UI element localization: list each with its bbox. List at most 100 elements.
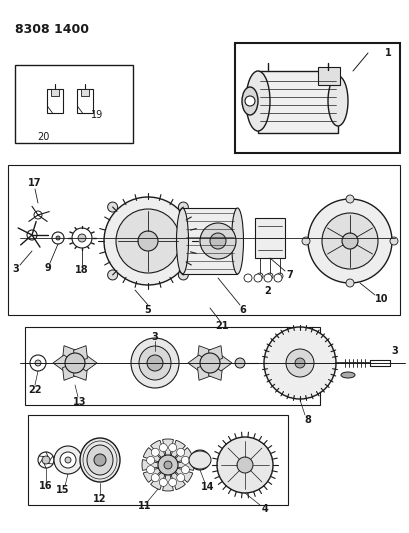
Bar <box>257 71 337 133</box>
Ellipse shape <box>340 372 354 378</box>
Circle shape <box>266 273 272 279</box>
Circle shape <box>34 211 42 219</box>
Circle shape <box>243 274 252 282</box>
Text: 18: 18 <box>75 265 89 275</box>
Circle shape <box>65 353 85 373</box>
Wedge shape <box>168 448 192 465</box>
Circle shape <box>38 452 54 468</box>
Text: 5: 5 <box>144 305 151 315</box>
Circle shape <box>146 456 154 464</box>
Text: 8: 8 <box>304 415 311 425</box>
Bar <box>47 89 63 113</box>
Circle shape <box>181 466 189 474</box>
Ellipse shape <box>231 208 243 274</box>
Circle shape <box>209 233 225 249</box>
Bar <box>28 415 287 505</box>
Circle shape <box>189 450 209 470</box>
Circle shape <box>273 274 281 282</box>
Circle shape <box>256 273 262 279</box>
Circle shape <box>234 358 245 368</box>
Polygon shape <box>63 346 76 363</box>
Circle shape <box>27 230 37 240</box>
Bar <box>254 218 284 258</box>
Bar <box>51 89 58 96</box>
Circle shape <box>345 195 353 203</box>
Bar <box>8 165 399 315</box>
Circle shape <box>65 457 71 463</box>
Text: 22: 22 <box>28 385 42 395</box>
Ellipse shape <box>245 71 270 131</box>
Ellipse shape <box>87 445 113 475</box>
Circle shape <box>178 202 188 212</box>
Bar <box>234 43 399 153</box>
Text: 2: 2 <box>264 286 271 296</box>
Text: 4: 4 <box>261 504 268 514</box>
Wedge shape <box>162 465 173 491</box>
Bar <box>182 208 237 274</box>
Bar <box>25 327 319 405</box>
Text: 14: 14 <box>201 482 214 492</box>
Polygon shape <box>73 346 87 363</box>
Circle shape <box>108 270 117 280</box>
Polygon shape <box>53 355 75 371</box>
Text: 8308 1400: 8308 1400 <box>15 23 89 36</box>
Text: 10: 10 <box>374 294 388 304</box>
Circle shape <box>30 355 46 371</box>
Circle shape <box>159 443 167 451</box>
Circle shape <box>147 355 163 371</box>
Circle shape <box>245 96 254 106</box>
Text: 17: 17 <box>28 178 42 188</box>
Polygon shape <box>197 346 211 363</box>
Circle shape <box>389 237 397 245</box>
Circle shape <box>345 279 353 287</box>
Text: 9: 9 <box>45 263 51 273</box>
Circle shape <box>72 228 92 248</box>
Circle shape <box>200 353 220 373</box>
Polygon shape <box>188 355 209 371</box>
Circle shape <box>200 223 236 259</box>
Polygon shape <box>209 355 231 371</box>
Polygon shape <box>197 363 211 381</box>
Wedge shape <box>168 459 193 471</box>
Circle shape <box>195 455 204 465</box>
Circle shape <box>146 466 154 474</box>
Text: 3: 3 <box>151 332 158 342</box>
Wedge shape <box>162 439 173 465</box>
Circle shape <box>42 456 50 464</box>
Text: 19: 19 <box>91 110 103 120</box>
Polygon shape <box>208 363 222 381</box>
Bar <box>77 89 92 113</box>
Text: 6: 6 <box>239 305 246 315</box>
Ellipse shape <box>327 76 347 126</box>
Circle shape <box>52 232 64 244</box>
Circle shape <box>159 479 167 487</box>
Circle shape <box>181 456 189 464</box>
Bar <box>317 67 339 85</box>
Circle shape <box>56 236 60 240</box>
Circle shape <box>285 349 313 377</box>
Circle shape <box>276 273 282 279</box>
Circle shape <box>94 454 106 466</box>
Circle shape <box>60 452 76 468</box>
Bar <box>81 89 89 96</box>
Text: 11: 11 <box>138 501 151 511</box>
Text: 13: 13 <box>73 397 87 407</box>
Ellipse shape <box>176 208 188 274</box>
Text: 20: 20 <box>37 132 49 142</box>
Wedge shape <box>143 448 168 465</box>
Circle shape <box>294 358 304 368</box>
Circle shape <box>176 448 184 456</box>
Circle shape <box>151 448 159 456</box>
Wedge shape <box>142 459 168 471</box>
Text: 3: 3 <box>391 346 398 356</box>
Circle shape <box>263 327 335 399</box>
Circle shape <box>236 457 252 473</box>
Circle shape <box>168 443 176 451</box>
Circle shape <box>116 209 180 273</box>
Text: 15: 15 <box>56 485 70 495</box>
Circle shape <box>151 474 159 482</box>
Text: 7: 7 <box>286 270 293 280</box>
Circle shape <box>35 360 41 366</box>
Polygon shape <box>63 363 76 381</box>
Circle shape <box>341 233 357 249</box>
